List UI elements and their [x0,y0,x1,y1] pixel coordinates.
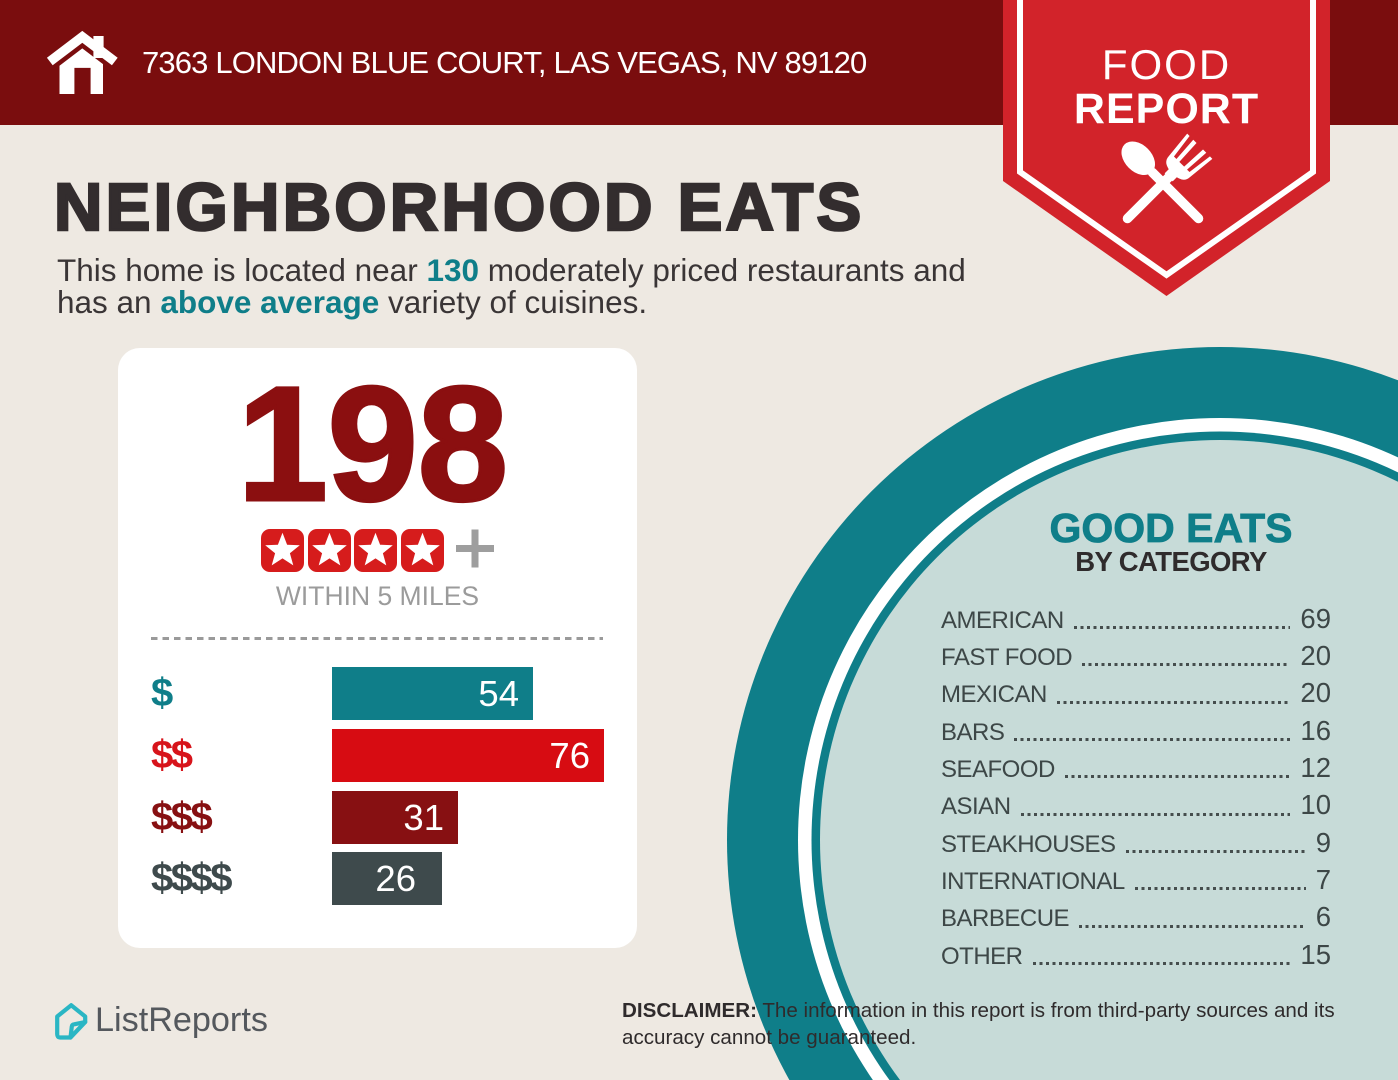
svg-text:REPORT: REPORT [1074,85,1259,133]
svg-text:FOOD: FOOD [1102,41,1231,88]
